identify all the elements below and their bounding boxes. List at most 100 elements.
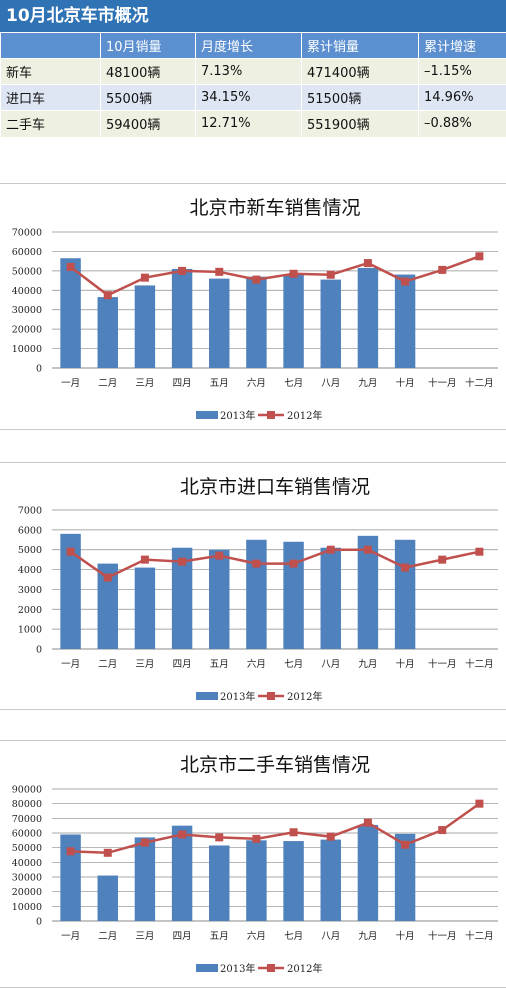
chart-svg: 北京市进口车销售情况 0 1000 2000 3000 4000 5000 6000 7000 一… [18,476,498,703]
table-header-cell: 累计销量 [301,32,419,59]
bar [246,276,267,368]
bar [209,278,230,368]
bar [60,834,81,921]
x-tick-label: 十月 [396,930,415,942]
bar [283,541,304,649]
x-tick-label: 七月 [284,378,303,389]
line-point [252,559,261,568]
bar [320,279,341,368]
line-point [178,266,187,275]
series-line [69,548,480,579]
x-tick-label: 七月 [284,931,303,942]
y-tick-label: 40000 [12,858,42,869]
legend-label: 2012年 [287,962,322,975]
legend-line-marker [267,692,275,700]
line-point [289,828,298,837]
legend-label: 2013年 [220,962,255,975]
x-tick-label: 十一月 [428,377,457,389]
table-row: 二手车 59400辆 12.71% 551900辆 –0.88% [0,110,506,137]
y-tick-label: 2000 [18,605,42,616]
x-tick-label: 十一月 [428,658,457,670]
bar [60,533,81,649]
line-point [103,848,112,857]
x-tick-label: 十一月 [428,930,457,942]
x-tick-label: 一月 [61,378,80,389]
line-point [140,838,149,847]
line-point [438,555,447,564]
bar [357,535,379,649]
bar [394,539,416,649]
chart-title: 北京市新车销售情况 [189,197,360,219]
x-tick-label: 六月 [247,930,266,942]
line-point [401,840,410,849]
summary-table: 10月销量 月度增长 累计销量 累计增速 新车 48100辆 7.13% 471… [0,32,506,137]
legend-bar-swatch [196,411,218,419]
bar [171,268,193,368]
y-tick-label: 0 [36,645,42,656]
table-cell: 5500辆 [100,84,196,111]
y-tick-label: 7000 [18,506,42,517]
x-tick-label: 六月 [247,658,266,670]
chart-svg: 北京市新车销售情况 0 10000 20000 30000 40000 50000 60000… [12,197,498,422]
x-tick-label: 十二月 [465,930,494,942]
bar [357,267,379,368]
y-tick-label: 90000 [12,785,42,796]
y-tick-label: 3000 [18,585,42,596]
legend-label: 2012年 [287,409,322,422]
bar [97,297,118,368]
chart-used-cars: 北京市二手车销售情况 0 10000 20000 30000 40000 50000 6000… [0,740,506,988]
x-tick-label: 十月 [396,658,415,670]
x-tick-label: 一月 [61,659,80,670]
table-cell: 二手车 [0,110,101,137]
x-tick-label: 四月 [173,659,192,670]
bar [171,547,193,649]
line-point [475,799,484,808]
bar [283,274,304,368]
legend-bar-swatch [196,964,218,972]
line-point [252,275,261,284]
x-tick-label: 六月 [247,377,266,389]
legend-label: 2012年 [287,690,322,703]
bar [134,567,156,649]
x-tick-label: 四月 [173,378,192,389]
table-cell: 12.71% [195,110,302,137]
line-point [252,834,261,843]
table-cell: 51500辆 [301,84,419,111]
y-tick-label: 20000 [12,887,42,898]
bar [97,563,118,649]
x-tick-label: 八月 [321,659,340,670]
line-point [401,277,410,286]
line-point [326,545,335,554]
x-tick-label: 十二月 [465,377,494,389]
y-tick-label: 60000 [12,829,42,840]
table-cell: 7.13% [195,58,302,85]
table-header-cell [0,32,101,59]
x-tick-label: 三月 [135,931,154,942]
y-tick-label: 10000 [12,902,42,913]
bar [209,845,230,921]
table-cell: –0.88% [418,110,506,137]
x-tick-label: 二月 [98,659,117,670]
x-tick-label: 九月 [358,658,377,670]
table-cell: 进口车 [0,84,101,111]
table-cell: –1.15% [418,58,506,85]
chart-imported-cars: 北京市进口车销售情况 0 1000 2000 3000 4000 5000 6000 7000 一… [0,462,506,710]
series-line [70,802,481,855]
bar [394,833,416,921]
y-tick-label: 70000 [12,814,42,825]
x-tick-label: 十月 [396,377,415,389]
x-tick-label: 二月 [98,378,117,389]
bar [97,875,118,921]
x-tick-label: 四月 [173,931,192,942]
line-point [140,273,149,282]
y-tick-label: 50000 [12,843,42,854]
table-cell: 59400辆 [100,110,196,137]
bar [320,547,341,649]
bar [357,824,379,921]
line-point [326,270,335,279]
x-tick-label: 三月 [135,659,154,670]
y-tick-label: 20000 [12,325,42,336]
bar [134,837,156,921]
y-tick-label: 5000 [18,545,42,556]
chart-new-cars: 北京市新车销售情况 0 10000 20000 30000 40000 50000 60000… [0,183,506,430]
